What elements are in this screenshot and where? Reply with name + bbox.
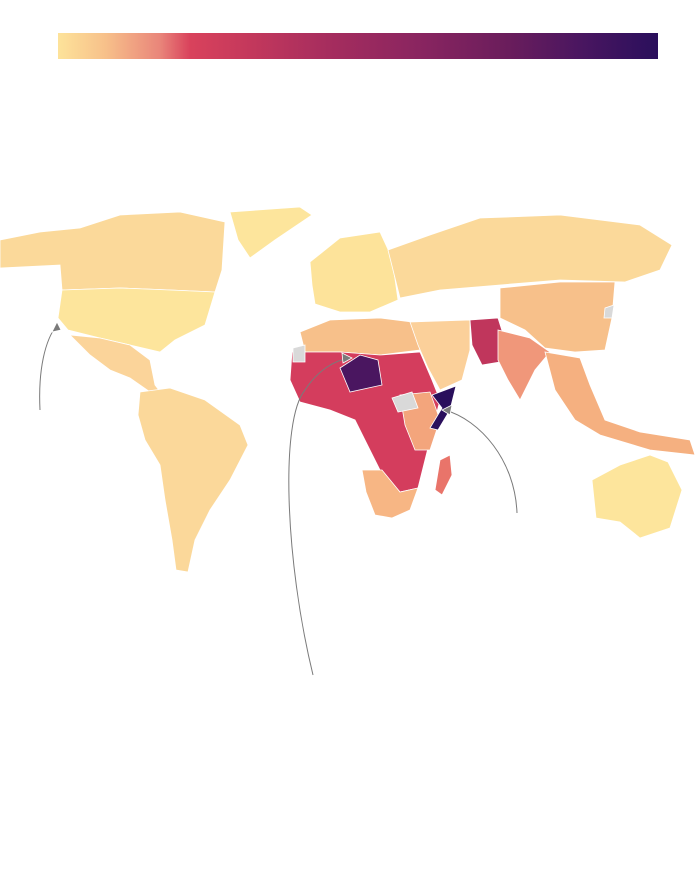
region-russia [387, 214, 673, 299]
annotation-arrow-somalia [444, 409, 518, 514]
region-no-data-wsahara [292, 344, 306, 363]
region-europe [309, 231, 399, 313]
annotation-arrow-niger [288, 357, 351, 676]
color-scale-bar [58, 33, 658, 59]
region-no-data-korea [603, 304, 615, 319]
arrowhead-niger-icon [341, 352, 353, 364]
region-niger [339, 354, 383, 393]
region-southern-africa [361, 469, 419, 519]
region-india [497, 329, 551, 401]
region-somalia [429, 385, 457, 431]
region-canada [0, 211, 226, 293]
region-australia [591, 454, 683, 539]
region-south-america [137, 387, 249, 573]
region-greenland [229, 206, 313, 259]
region-china [499, 281, 616, 353]
region-no-data-ssudan [391, 391, 419, 413]
region-north-africa [299, 317, 421, 356]
arrowhead-usa-icon [51, 321, 62, 333]
annotation-arrow-usa [39, 324, 58, 411]
region-madagascar [434, 454, 453, 496]
arrowhead-somalia-icon [441, 404, 453, 416]
region-usa [57, 287, 216, 353]
region-southeast-asia [544, 351, 696, 456]
